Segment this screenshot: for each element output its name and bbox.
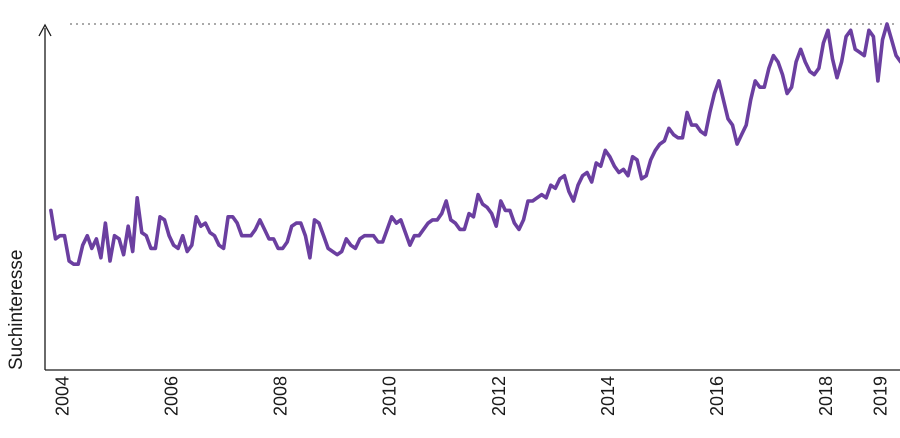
x-tick-label-2008: 2008 (271, 376, 291, 416)
x-tick-label-2016: 2016 (707, 376, 727, 416)
y-axis-arrow-icon (38, 23, 52, 37)
x-tick-label-2006: 2006 (161, 376, 181, 416)
x-tick-label-2004: 2004 (52, 376, 72, 416)
x-tick-label-2018: 2018 (816, 376, 836, 416)
x-tick-label-2012: 2012 (489, 376, 509, 416)
x-tick-label-2019: 2019 (871, 376, 891, 416)
x-tick-labels: 2004 2006 2008 2010 2012 2014 2016 2018 2019 (52, 376, 890, 416)
x-tick-label-2010: 2010 (380, 376, 400, 416)
y-axis-title: Suchinteresse (6, 250, 27, 370)
x-tick-label-2014: 2014 (598, 376, 618, 416)
series-line (49, 22, 900, 266)
